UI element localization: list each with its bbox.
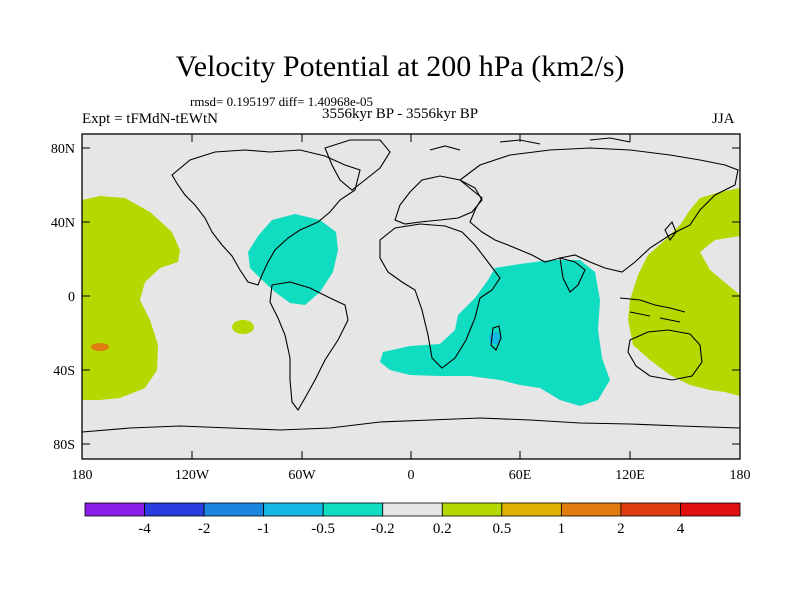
coast-antarctica — [81, 417, 741, 433]
lon-label: 0 — [408, 468, 415, 483]
colorbar-level-label: 2 — [617, 521, 625, 537]
colorbar-swatch — [84, 502, 145, 517]
season-label: JJA — [712, 111, 735, 127]
colorbar-swatch — [560, 502, 622, 517]
period-label: 3556kyr BP - 3556kyr BP — [322, 106, 479, 122]
colorbar-swatch — [441, 502, 503, 517]
coast-japan — [664, 220, 677, 242]
coast-indonesia — [619, 297, 686, 323]
colorbar-swatch — [680, 502, 741, 517]
coast-australia — [627, 329, 703, 381]
colorbar-level-label: -4 — [138, 521, 151, 537]
lat-label: 0 — [68, 290, 75, 305]
map-title: Velocity Potential at 200 hPa (km2/s) — [175, 50, 625, 83]
coast-south-america — [269, 281, 349, 411]
lat-label: 80S — [53, 438, 75, 453]
lon-label: 120E — [615, 468, 645, 483]
coast-north-america — [171, 149, 361, 286]
lat-label: 80N — [51, 142, 75, 157]
lon-label: 180 — [72, 468, 93, 483]
coast-madagascar — [490, 325, 502, 351]
colorbar-level-label: 0.2 — [433, 521, 452, 537]
coast-africa — [379, 223, 501, 369]
coast-asia — [459, 147, 739, 273]
lon-label: 60W — [288, 468, 316, 483]
field-shading — [82, 188, 740, 406]
colorbar-swatch — [203, 502, 265, 517]
lat-label: 40S — [53, 364, 75, 379]
map-background — [82, 134, 740, 459]
lat-label: 40N — [51, 216, 75, 231]
lon-label: 60E — [509, 468, 532, 483]
coast-india — [559, 257, 586, 293]
coast-greenland — [324, 139, 391, 191]
experiment-label: Expt = tFMdN-tEWtN — [82, 111, 218, 127]
colorbar-level-label: -1 — [257, 521, 270, 537]
coast-europe — [394, 175, 483, 225]
colorbar-swatch — [382, 502, 443, 517]
lon-label: 180 — [730, 468, 751, 483]
colorbar-swatch — [501, 502, 562, 517]
positive-spot-orange — [91, 343, 109, 351]
colorbar-level-label: -0.5 — [311, 521, 335, 537]
positive-region-east-asia-pacific — [628, 188, 740, 396]
colorbar-level-label: -0.2 — [371, 521, 395, 537]
colorbar-swatch — [144, 502, 205, 517]
lon-label: 120W — [175, 468, 210, 483]
coastlines — [81, 137, 741, 433]
negative-region-caribbean — [248, 214, 338, 305]
colorbar-swatch — [263, 502, 324, 517]
stats-text: rmsd= 0.195197 diff= 1.40968e-05 — [190, 94, 374, 109]
axis-ticks — [81, 134, 741, 459]
colorbar-level-label: 0.5 — [492, 521, 511, 537]
colorbar-swatch — [620, 502, 681, 517]
colorbar-level-label: 1 — [558, 521, 566, 537]
positive-blob-pacific — [232, 320, 254, 334]
colorbar-swatch — [322, 502, 384, 517]
colorbar-level-label: 4 — [677, 521, 685, 537]
colorbar-level-label: -2 — [198, 521, 211, 537]
colorbar: -4 -2 -1 -0.5 -0.2 0.2 0.5 1 2 4 — [84, 502, 741, 537]
